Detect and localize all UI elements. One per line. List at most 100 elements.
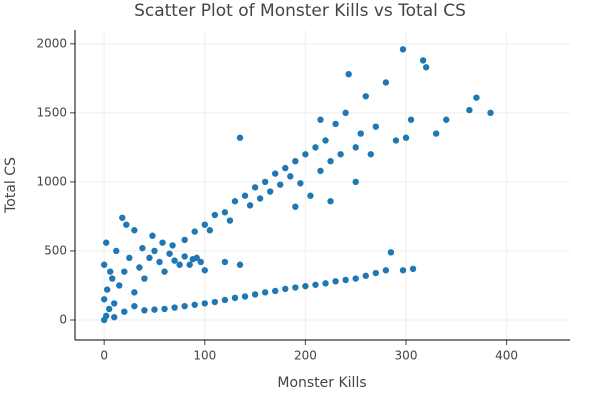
point [322,280,329,287]
point [236,134,244,141]
y-tick-label: 1500 [36,105,67,119]
point [399,46,407,53]
point [149,232,156,239]
point [372,269,380,277]
x-tick-label: 400 [495,349,518,363]
point [119,214,126,221]
point [307,192,314,199]
grid [70,30,570,345]
point [109,275,116,282]
point [241,293,249,300]
point [282,285,289,293]
point [473,94,480,101]
point [337,151,344,158]
point [382,267,390,274]
point [487,109,494,117]
point [186,261,193,268]
point [332,278,339,285]
point [191,301,198,308]
point [292,157,299,165]
point [409,265,417,273]
point [161,268,168,275]
point [151,247,158,255]
y-tick-label: 0 [59,312,67,326]
point [399,267,407,274]
point [345,70,352,78]
point [201,221,208,228]
point [342,276,349,284]
point [392,137,400,144]
point [272,287,279,295]
point [131,289,138,296]
point [181,253,188,260]
point [169,242,176,249]
points [100,46,494,324]
point [151,306,158,313]
point [302,151,309,158]
point [211,211,219,219]
point [221,296,229,304]
point [171,257,178,264]
point [322,137,329,144]
point [193,254,200,262]
point [302,282,309,290]
point [161,305,168,313]
y-tick-label: 2000 [36,36,67,50]
point [181,302,188,310]
point [352,144,359,151]
point [282,164,289,172]
point [241,192,249,199]
y-tick-label: 500 [44,243,67,257]
point [372,123,380,130]
point [126,254,133,262]
point [443,116,450,123]
point [246,202,254,209]
point [297,180,304,187]
point [102,312,110,320]
point [342,109,349,117]
point [100,261,108,268]
point [261,289,269,296]
point [362,93,369,100]
point [201,267,208,274]
point [206,227,214,234]
point [317,116,324,123]
point [171,304,178,311]
point [116,282,123,289]
point [131,227,138,234]
point [141,307,148,314]
point [352,275,359,282]
point [357,130,364,137]
point [113,247,120,255]
point [159,239,166,246]
point [102,239,110,246]
point [111,314,118,321]
point [432,130,440,137]
point [121,308,128,315]
point [382,79,390,86]
point [266,188,274,195]
point [261,178,269,186]
point [466,106,473,114]
x-axis-title: Monster Kills [277,375,366,391]
y-tick-label: 1000 [36,174,67,188]
point [251,184,259,191]
point [156,258,163,266]
point [407,116,415,123]
point [272,170,279,177]
point [166,250,173,257]
point [387,249,395,256]
point [211,298,219,306]
point [236,261,244,268]
point [327,157,334,165]
point [106,305,113,313]
point [123,221,130,228]
point [201,300,208,307]
chart-title: Scatter Plot of Monster Kills vs Total C… [134,1,466,21]
point [176,261,183,268]
point [139,244,146,252]
point [292,203,299,210]
point [419,57,427,64]
x-tick-label: 100 [193,349,216,363]
point [312,144,319,151]
